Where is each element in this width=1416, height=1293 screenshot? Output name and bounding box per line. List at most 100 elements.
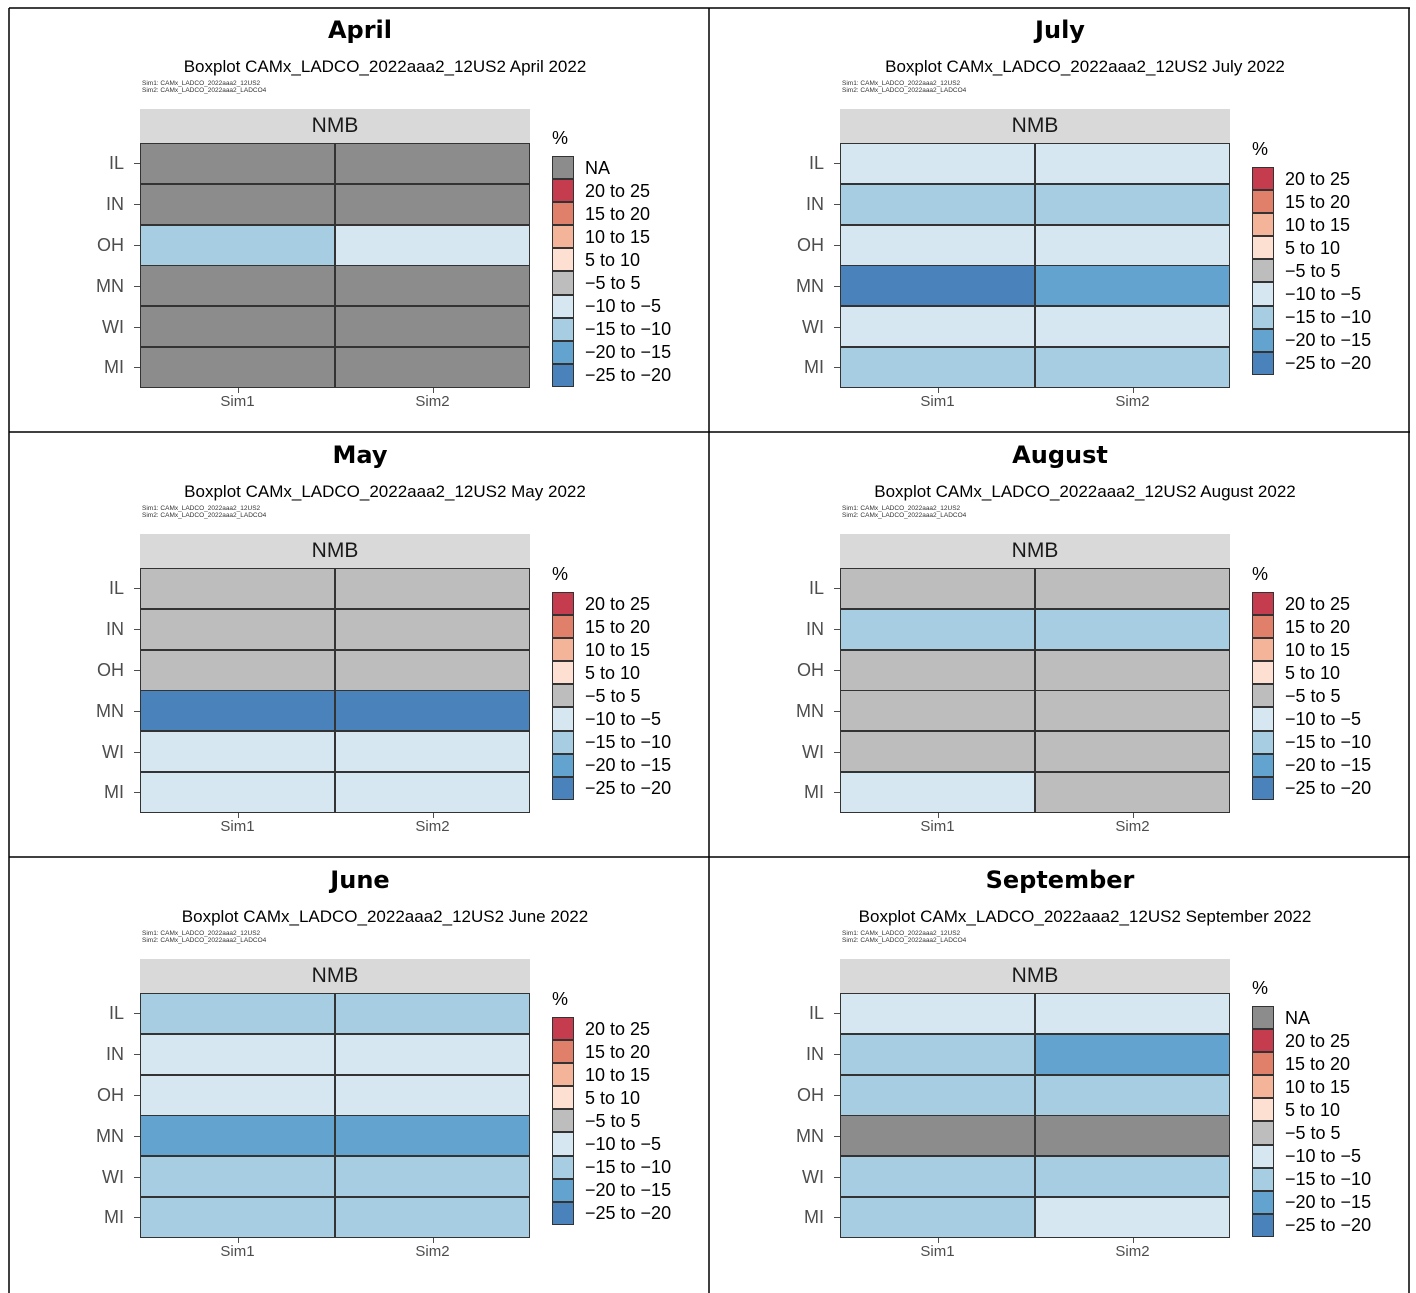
legend-label: 5 to 10 (585, 249, 641, 270)
legend: % NA 20 to 25 15 to 20 10 to 15 5 to 10 −5 to … (552, 128, 671, 387)
y-tick-label: MI (804, 357, 824, 378)
heatmap-tile (335, 143, 530, 184)
heatmap-tile (335, 690, 530, 732)
y-tick (134, 629, 140, 631)
heatmap-panel (840, 993, 1230, 1238)
legend-key (1252, 615, 1274, 639)
heatmap-tile (840, 772, 1035, 813)
legend-item: NA (552, 156, 671, 180)
legend-key (552, 684, 574, 708)
x-tick-label: Sim2 (1115, 818, 1150, 835)
legend-label: −10 to −5 (1285, 284, 1362, 305)
x-tick (1132, 1238, 1134, 1243)
sim-note-line: Sim1: CAMx_LADCO_2022aaa2_12US2 (142, 505, 261, 512)
y-tick (834, 1095, 840, 1096)
heatmap-tile (1035, 608, 1230, 650)
legend-item: 15 to 20 (552, 202, 671, 226)
legend-item: 15 to 20 (552, 1040, 671, 1064)
facet-strip: NMB (840, 959, 1230, 993)
legend-item: −15 to −10 (1252, 305, 1371, 329)
legend-item: −5 to 5 (552, 1109, 671, 1133)
legend-label: −20 to −15 (585, 1180, 672, 1201)
x-tick-label: Sim1 (220, 1243, 255, 1260)
legend-item: 10 to 15 (552, 638, 671, 662)
y-tick (134, 751, 140, 753)
legend-item: 10 to 15 (552, 1063, 671, 1087)
legend-key (552, 202, 574, 226)
legend-item: 20 to 25 (1252, 1029, 1371, 1053)
heatmap-panel (140, 143, 530, 388)
y-tick-label: MN (96, 275, 124, 296)
y-tick-label: OH (97, 235, 124, 255)
x-tick (237, 388, 239, 393)
y-tick (834, 285, 840, 287)
heatmap-panel (840, 143, 1230, 388)
facet-strip: NMB (140, 109, 530, 143)
heatmap-tile (840, 265, 1035, 307)
legend-key (552, 730, 574, 754)
y-tick (134, 245, 140, 246)
legend-key (552, 1086, 574, 1110)
legend-item: 20 to 25 (552, 1017, 671, 1041)
legend-key (1252, 1190, 1274, 1214)
y-tick-label: MI (804, 1207, 824, 1228)
legend-key (1252, 661, 1274, 685)
sim-note-line: Sim2: CAMx_LADCO_2022aaa2_LADCO4 (142, 937, 267, 944)
legend-item: 20 to 25 (1252, 592, 1371, 616)
heatmap-tile (335, 993, 530, 1034)
y-tick-label: IN (806, 619, 824, 640)
y-tick (834, 326, 840, 328)
legend-key (1252, 1121, 1274, 1145)
legend-label: −15 to −10 (1285, 732, 1372, 753)
legend-key (1252, 1098, 1274, 1122)
y-tick-label: IL (108, 153, 124, 174)
y-tick (134, 588, 140, 590)
y-tick-label: IL (808, 1003, 824, 1024)
heatmap-tile (840, 731, 1035, 773)
legend-label: 15 to 20 (585, 1041, 651, 1062)
legend-item: −20 to −15 (1252, 753, 1371, 777)
month-heading: May (332, 441, 388, 469)
legend-label: 15 to 20 (585, 616, 651, 637)
y-tick (134, 710, 140, 712)
heatmap-tile (840, 649, 1035, 691)
legend-key (552, 1201, 574, 1225)
y-tick-label: IN (106, 619, 124, 640)
legend-label: −25 to −20 (1285, 1215, 1372, 1236)
legend-item: 10 to 15 (1252, 213, 1371, 237)
legend-label: 10 to 15 (585, 639, 651, 660)
legend: % 20 to 25 15 to 20 10 to 15 5 to 10 −5 to 5 −… (1252, 564, 1371, 800)
legend-key (1252, 167, 1274, 191)
legend-item: 20 to 25 (1252, 167, 1371, 191)
legend: % 20 to 25 15 to 20 10 to 15 5 to 10 −5 to 5 −… (552, 989, 671, 1225)
y-tick (834, 245, 840, 246)
legend-key (552, 340, 574, 364)
x-tick-label: Sim1 (220, 393, 255, 410)
y-tick (834, 367, 840, 369)
legend-label: 5 to 10 (1285, 1099, 1341, 1120)
plot-title: Boxplot CAMx_LADCO_2022aaa2_12US2 July 2… (885, 57, 1285, 76)
legend-key (1252, 1144, 1274, 1168)
heatmap-tile (140, 143, 335, 184)
heatmap-tile (335, 1074, 530, 1116)
facet-strip: NMB (140, 534, 530, 568)
legend-item: NA (1252, 1006, 1371, 1030)
legend-item: −10 to −5 (552, 1132, 671, 1156)
legend-key (1252, 1213, 1274, 1237)
legend-label: −15 to −10 (585, 732, 672, 753)
chart-cell-june: June Boxplot CAMx_LADCO_2022aaa2_12US2 Ju… (10, 858, 710, 1283)
legend-label: 10 to 15 (1285, 214, 1351, 235)
legend-key (552, 1109, 574, 1133)
legend-key (1252, 638, 1274, 662)
month-heading: July (1035, 16, 1085, 44)
legend-item: 5 to 10 (552, 248, 671, 272)
legend-key (552, 707, 574, 731)
y-tick (134, 1135, 140, 1137)
y-tick (134, 792, 140, 794)
heatmap-tile (335, 183, 530, 225)
heatmap-tile (840, 306, 1035, 348)
heatmap-tile (840, 993, 1035, 1034)
y-tick-label: IN (806, 194, 824, 215)
legend-label: −10 to −5 (585, 709, 662, 730)
y-tick-label: WI (102, 1166, 124, 1187)
